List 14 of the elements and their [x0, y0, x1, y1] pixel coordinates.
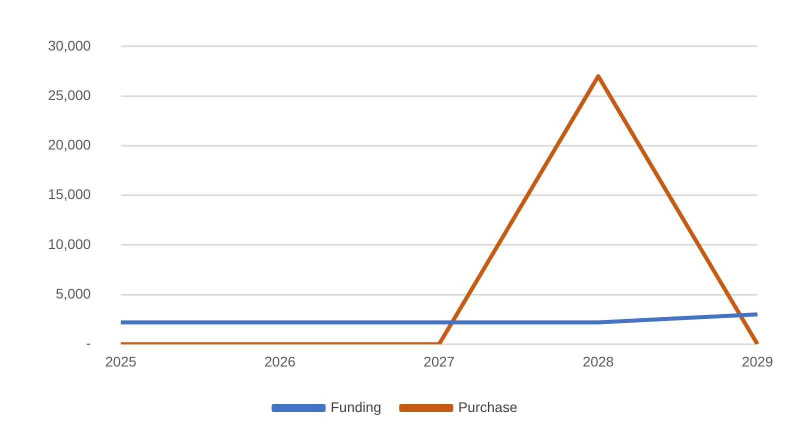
- y-tick-label: 15,000: [48, 186, 92, 202]
- x-tick-label: 2025: [105, 353, 137, 370]
- y-tick-label: 30,000: [48, 37, 92, 54]
- y-tick-label: -: [86, 335, 92, 352]
- x-tick-label: 2028: [582, 353, 614, 370]
- legend-label: Funding: [330, 398, 382, 415]
- x-tick-label: 2026: [264, 353, 296, 370]
- x-tick-label: 2027: [424, 353, 455, 370]
- y-tick-label: 25,000: [48, 86, 92, 103]
- y-tick-label: 10,000: [48, 236, 92, 252]
- x-tick-label: 2029: [742, 353, 774, 370]
- y-tick-label: 5,000: [56, 285, 92, 302]
- y-tick-label: 20,000: [48, 136, 92, 153]
- legend-label: Purchase: [458, 398, 518, 415]
